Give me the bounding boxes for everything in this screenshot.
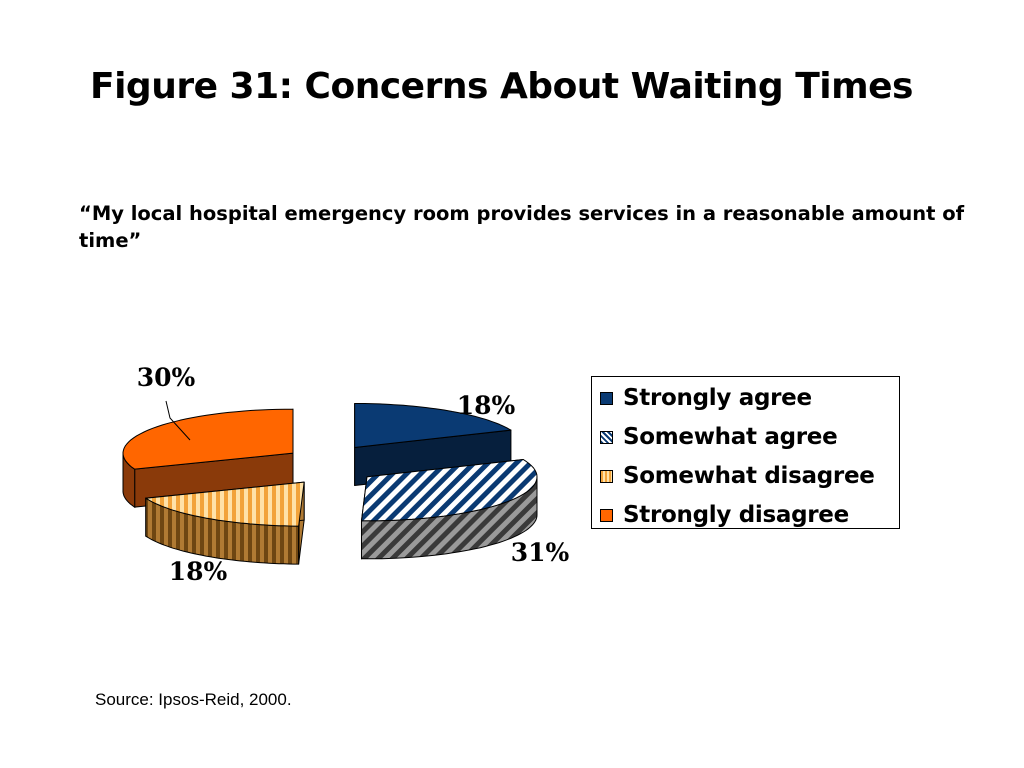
legend-label: Somewhat disagree bbox=[623, 463, 875, 489]
legend-label: Strongly agree bbox=[623, 385, 812, 411]
data-label-somewhat-disagree: 18% bbox=[169, 557, 228, 586]
data-label-strongly-disagree: 30% bbox=[137, 363, 196, 392]
legend-swatch-somewhat-disagree bbox=[600, 469, 613, 483]
legend-item-strongly-agree: Strongly agree bbox=[600, 383, 812, 413]
legend-label: Strongly disagree bbox=[623, 502, 849, 528]
legend-swatch-strongly-agree bbox=[600, 391, 613, 405]
legend-item-strongly-disagree: Strongly disagree bbox=[600, 500, 849, 530]
legend-swatch-strongly-disagree bbox=[600, 508, 613, 522]
chart-subtitle: “My local hospital emergency room provid… bbox=[79, 202, 965, 252]
legend-label: Somewhat agree bbox=[623, 424, 838, 450]
chart-legend: Strongly agree Somewhat agree Somewhat d… bbox=[591, 376, 900, 529]
pie-slice-top bbox=[361, 459, 538, 522]
page-title: Figure 31: Concerns About Waiting Times bbox=[90, 66, 913, 107]
pie-slice-top bbox=[145, 481, 305, 527]
source-note: Source: Ipsos-Reid, 2000. bbox=[95, 690, 292, 709]
pie-slice-somewhat-agree bbox=[360, 459, 538, 560]
pie-slice-top bbox=[122, 408, 294, 470]
legend-item-somewhat-agree: Somewhat agree bbox=[600, 422, 838, 452]
leader-line bbox=[165, 400, 191, 441]
pie-slice-top bbox=[354, 402, 512, 448]
data-label-somewhat-agree: 31% bbox=[511, 538, 570, 567]
data-label-strongly-agree: 18% bbox=[457, 391, 516, 420]
pie-slice-somewhat-disagree bbox=[145, 481, 305, 565]
legend-swatch-somewhat-agree bbox=[600, 430, 613, 444]
legend-item-somewhat-disagree: Somewhat disagree bbox=[600, 461, 875, 491]
